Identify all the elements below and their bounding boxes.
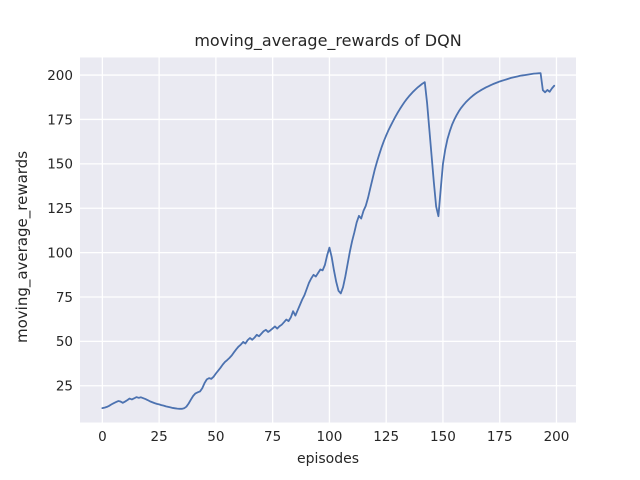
x-tick-label: 100 bbox=[317, 429, 343, 445]
grid bbox=[80, 57, 576, 423]
y-tick-label: 50 bbox=[56, 334, 73, 350]
x-tick-label: 25 bbox=[151, 429, 168, 445]
y-tick-label: 125 bbox=[47, 201, 73, 217]
x-tick-label: 200 bbox=[544, 429, 570, 445]
x-tick-label: 175 bbox=[487, 429, 513, 445]
x-tick-labels: 0 25 50 75 100 125 150 175 200 bbox=[98, 429, 569, 445]
y-tick-label: 200 bbox=[47, 68, 73, 84]
x-tick-label: 50 bbox=[207, 429, 224, 445]
y-axis-label: moving_average_rewards bbox=[13, 151, 32, 343]
y-tick-label: 175 bbox=[47, 112, 73, 128]
y-tick-label: 75 bbox=[56, 290, 73, 306]
y-tick-label: 25 bbox=[56, 379, 73, 395]
y-tick-labels: 25 50 75 100 125 150 175 200 bbox=[47, 68, 73, 395]
x-tick-label: 125 bbox=[373, 429, 399, 445]
y-tick-label: 100 bbox=[47, 245, 73, 261]
data-line-dqn bbox=[101, 72, 556, 410]
y-tick-label: 150 bbox=[47, 157, 73, 173]
x-axis-label: episodes bbox=[297, 451, 359, 467]
x-tick-label: 75 bbox=[264, 429, 281, 445]
x-tick-label: 0 bbox=[98, 429, 107, 445]
x-tick-label: 150 bbox=[430, 429, 456, 445]
chart-title: moving_average_rewards of DQN bbox=[194, 31, 461, 51]
plot-area bbox=[80, 57, 576, 423]
